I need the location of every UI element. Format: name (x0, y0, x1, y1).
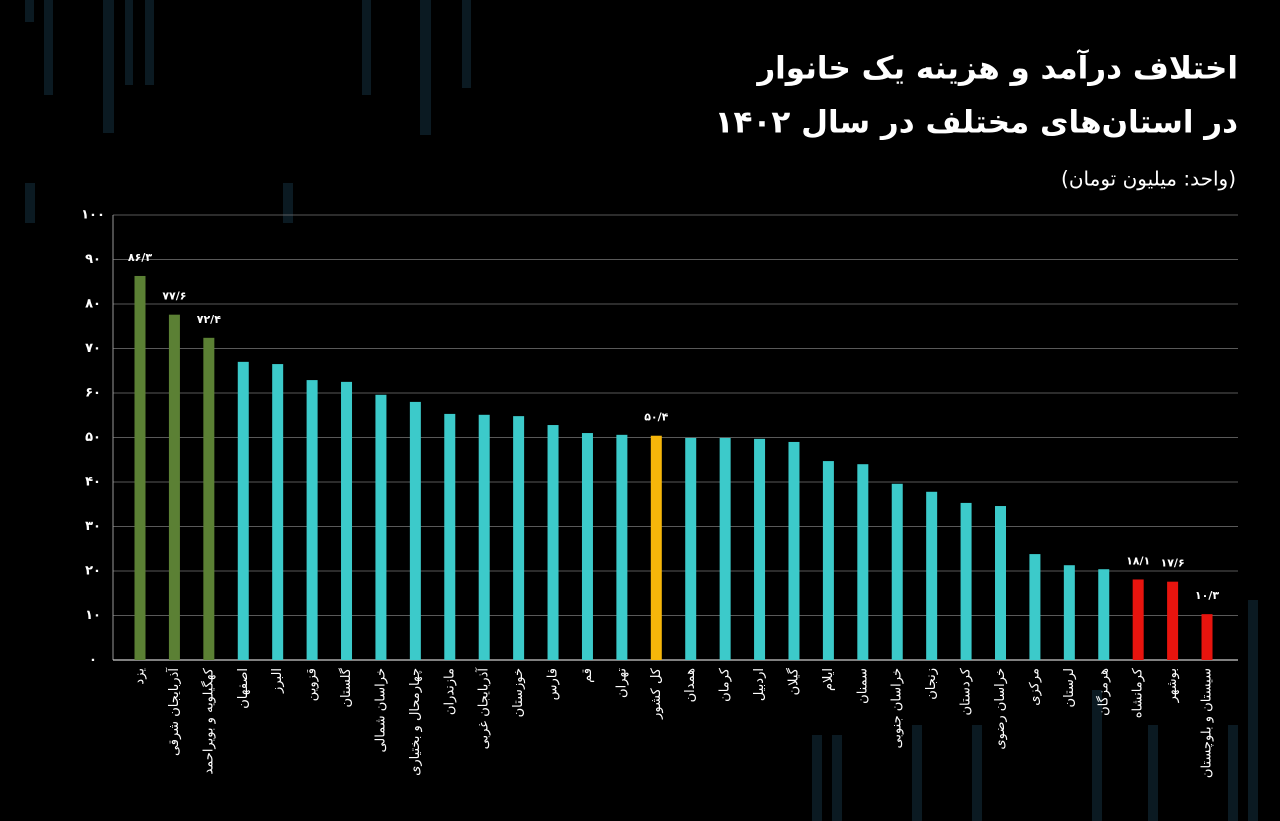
x-tick-label: آذربایجان غربی (475, 667, 492, 750)
bar (444, 413, 456, 660)
bar (857, 464, 869, 660)
x-tick-label: زنجان (924, 668, 939, 700)
y-tick-label: ۰ (89, 653, 97, 668)
y-tick-label: ۴۰ (85, 475, 101, 490)
bar (134, 275, 146, 660)
background-decoration (25, 0, 1258, 821)
bar (513, 416, 525, 660)
bar (616, 434, 628, 660)
value-label: ۵۰/۴ (644, 411, 668, 424)
bar (341, 381, 353, 660)
bar (237, 361, 249, 660)
x-tick-label: هرمزگان (1095, 668, 1111, 716)
y-tick-label: ۱۰ (85, 608, 101, 623)
x-tick-label: یزد (133, 668, 148, 685)
x-tick-label: کل کشور (649, 667, 664, 720)
x-tick-label: کرمانشاه (1131, 667, 1146, 718)
x-tick-label: البرز (270, 668, 285, 694)
y-tick-label: ۱۰۰ (81, 208, 105, 223)
x-tick-label: خراسان رضوی (993, 668, 1008, 750)
x-tick-label: مازندران (442, 668, 457, 715)
bar (581, 433, 593, 660)
x-tick-label: قزوین (305, 668, 320, 701)
bar (306, 380, 318, 660)
bar (409, 401, 421, 660)
x-tick-label: آذربایجان شرقی (165, 667, 182, 756)
x-tick-label: چهارمحال و بختیاری (408, 668, 423, 776)
bar (685, 437, 697, 660)
bar (719, 437, 731, 660)
x-tick-label: خوزستان (511, 668, 526, 717)
value-label: ۱۸/۱ (1126, 554, 1150, 567)
value-label: ۷۷/۶ (162, 290, 186, 303)
bar (650, 435, 662, 660)
x-tick-label: کهگیلویه و بویراحمد (200, 667, 216, 774)
bar (822, 461, 834, 660)
x-tick-label: بوشهر (1165, 668, 1180, 703)
bar (1063, 565, 1075, 660)
value-label: ۸۶/۳ (128, 251, 152, 264)
bar (203, 337, 215, 660)
bar (1132, 579, 1144, 660)
x-tick-label: سیستان و بلوچستان (1200, 668, 1215, 778)
x-tick-label: کردستان (959, 667, 974, 715)
x-tick-label: گلستان (338, 667, 354, 707)
bar (995, 506, 1006, 660)
y-tick-label: ۹۰ (85, 252, 101, 267)
x-tick-label: فارس (546, 668, 561, 700)
x-tick-label: سمنان (855, 668, 870, 704)
y-tick-label: ۶۰ (85, 386, 101, 401)
y-tick-label: ۳۰ (85, 519, 101, 534)
bar (788, 441, 800, 660)
unit-note: (واحد: میلیون تومان) (1061, 167, 1236, 191)
bar (375, 394, 387, 660)
x-tick-label: خراسان شمالی (373, 668, 388, 753)
bar (891, 483, 903, 660)
bar (1201, 614, 1213, 660)
bar (1167, 581, 1179, 660)
x-tick-label: همدان (683, 668, 698, 702)
bar (1098, 569, 1110, 660)
bar (272, 364, 284, 660)
x-tick-label: اردبیل (752, 668, 767, 701)
bar (1029, 554, 1041, 660)
bar (168, 314, 180, 660)
value-label: ۷۲/۴ (197, 313, 221, 326)
y-tick-label: ۲۰ (85, 564, 101, 579)
x-tick-label: ایلام (821, 668, 836, 691)
value-label: ۱۷/۶ (1161, 557, 1185, 570)
x-tick-label: گیلان (785, 667, 801, 695)
x-tick-label: مرکزی (1027, 668, 1042, 706)
bar (478, 414, 490, 660)
y-tick-label: ۸۰ (85, 297, 101, 312)
bar (960, 502, 972, 660)
x-tick-label: لرستان (1062, 668, 1077, 707)
chart-subtitle: در استان‌های مختلف در سال ۱۴۰۲ (715, 105, 1238, 141)
y-tick-label: ۵۰ (85, 430, 101, 445)
bar (547, 425, 559, 660)
x-tick-label: خراسان جنوبی (890, 668, 905, 748)
value-label: ۱۰/۳ (1195, 589, 1219, 602)
chart-title: اختلاف درآمد و هزینه یک خانوار (755, 49, 1238, 87)
x-tick-label: کرمان (718, 667, 733, 702)
x-tick-label: تهران (614, 668, 629, 698)
bar (926, 491, 938, 660)
y-tick-label: ۷۰ (85, 341, 101, 356)
bar (754, 438, 766, 660)
x-tick-label: اصفهان (236, 668, 251, 709)
x-tick-label: قم (580, 668, 595, 683)
